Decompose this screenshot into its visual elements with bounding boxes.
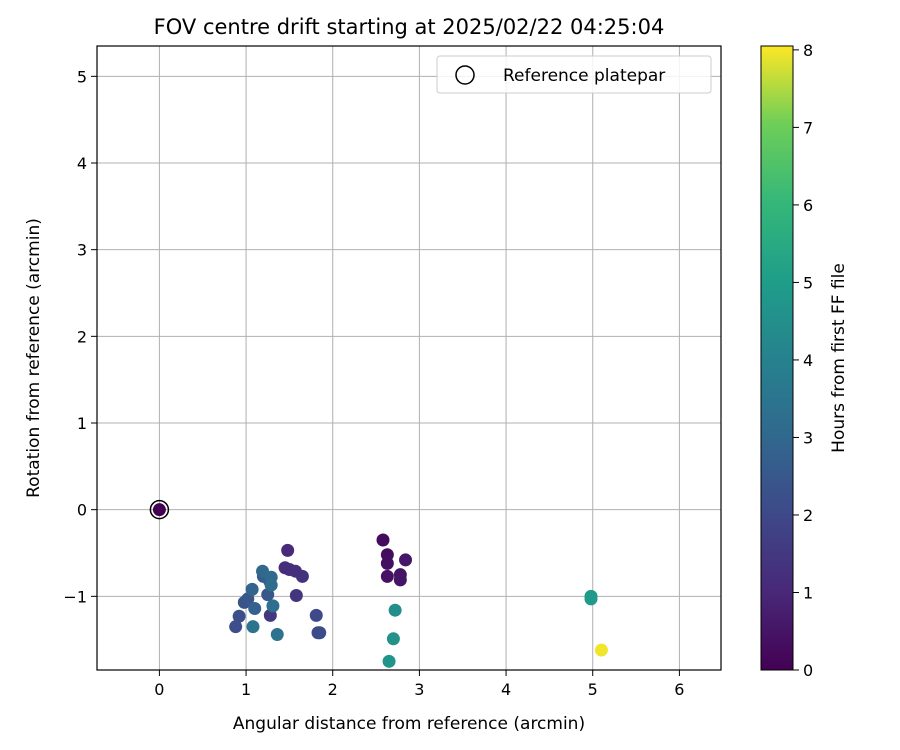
data-point — [380, 569, 394, 583]
y-axis-ticks: −1 0 1 2 3 4 5 — [63, 67, 97, 606]
data-point — [386, 632, 400, 646]
plot-frame — [96, 45, 722, 671]
reference-marker — [149, 499, 170, 520]
data-point — [266, 599, 280, 613]
data-point — [246, 620, 260, 634]
colorbar-tick-label: 6 — [803, 196, 813, 215]
x-tick-label: 2 — [328, 680, 338, 699]
legend-box — [436, 55, 712, 94]
x-tick-label: 6 — [674, 680, 684, 699]
chart-title: FOV centre drift starting at 2025/02/22 … — [154, 15, 665, 39]
data-point — [289, 588, 303, 602]
data-point — [313, 626, 327, 640]
data-point — [264, 578, 278, 592]
data-point — [376, 533, 390, 547]
data-point — [248, 601, 262, 615]
data-point — [380, 556, 394, 570]
data-point — [399, 553, 413, 567]
data-point — [393, 573, 407, 587]
colorbar-tick-label: 4 — [803, 351, 813, 370]
legend-label: Reference platepar — [503, 66, 665, 86]
data-point — [388, 603, 402, 617]
x-tick-label: 5 — [588, 680, 598, 699]
data-point — [281, 543, 295, 557]
x-tick-label: 0 — [154, 680, 164, 699]
y-tick-label: −1 — [63, 587, 87, 606]
data-points — [149, 499, 608, 668]
colorbar-label: Hours from first FF file — [829, 263, 849, 453]
colorbar — [760, 45, 794, 671]
colorbar-tick-label: 8 — [803, 41, 813, 60]
x-tick-label: 3 — [414, 680, 424, 699]
data-point — [594, 643, 608, 657]
data-point — [270, 627, 284, 641]
data-point — [232, 609, 246, 623]
y-tick-label: 5 — [77, 67, 87, 86]
y-tick-label: 2 — [77, 327, 87, 346]
y-tick-label: 4 — [77, 154, 87, 173]
data-point — [295, 569, 309, 583]
x-tick-label: 4 — [501, 680, 511, 699]
colorbar-tick-label: 5 — [803, 273, 813, 292]
colorbar-tick-label: 3 — [803, 428, 813, 447]
data-point — [382, 654, 396, 668]
colorbar-tick-label: 2 — [803, 506, 813, 525]
x-axis-label: Angular distance from reference (arcmin) — [233, 714, 585, 734]
x-tick-label: 1 — [241, 680, 251, 699]
x-axis-ticks: 0 1 2 3 4 5 6 — [154, 670, 684, 699]
colorbar-tick-label: 0 — [803, 661, 813, 680]
data-point — [152, 503, 166, 517]
y-axis-label: Rotation from reference (arcmin) — [24, 218, 44, 498]
y-tick-label: 1 — [77, 414, 87, 433]
data-point — [309, 608, 323, 622]
y-tick-label: 3 — [77, 241, 87, 260]
colorbar-tick-label: 1 — [803, 583, 813, 602]
grid — [97, 46, 721, 670]
colorbar-tick-label: 7 — [803, 118, 813, 137]
data-point — [245, 582, 259, 596]
colorbar-ticks: 0 1 2 3 4 5 6 7 8 — [793, 41, 813, 680]
legend: Reference platepar — [436, 55, 712, 94]
data-point — [229, 620, 243, 634]
y-tick-label: 0 — [77, 501, 87, 520]
data-point — [584, 592, 598, 606]
legend-marker-icon — [455, 65, 475, 85]
